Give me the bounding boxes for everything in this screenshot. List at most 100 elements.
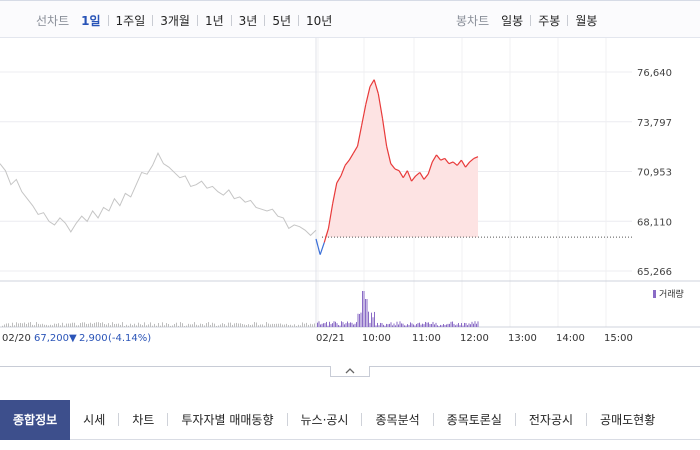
divider (167, 413, 169, 426)
collapse-chart-button[interactable] (330, 366, 370, 377)
volume-bar (284, 324, 285, 327)
divider (586, 413, 588, 426)
volume-bar (371, 312, 372, 327)
period-1w[interactable]: 1주일 (115, 13, 146, 28)
volume-bar (357, 313, 359, 327)
price-fill-area (316, 79, 478, 238)
volume-bar (170, 325, 171, 327)
tab-short-selling[interactable]: 공매도현황 (600, 412, 656, 427)
tab-overview[interactable]: 종합정보 (0, 399, 71, 440)
volume-bar (246, 324, 247, 327)
volume-bar (404, 325, 405, 327)
candle-monthly[interactable]: 월봉 (575, 13, 598, 28)
volume-bar (58, 323, 59, 327)
y-tick-label: 76,640 (637, 68, 672, 79)
volume-bar (320, 324, 321, 327)
volume-bar (114, 323, 115, 327)
volume-bar (292, 325, 293, 327)
volume-bar (474, 321, 476, 327)
volume-bar (314, 323, 315, 327)
volume-bar (294, 324, 295, 327)
volume-bar (306, 322, 307, 327)
volume-bar (70, 323, 71, 327)
period-5y[interactable]: 5년 (272, 13, 292, 28)
today-series-segment (315, 238, 321, 255)
divider (230, 14, 232, 26)
volume-bar (308, 324, 309, 327)
volume-bar (426, 322, 428, 327)
divider (152, 14, 154, 26)
period-3m[interactable]: 3개월 (160, 13, 190, 28)
volume-bar (332, 323, 333, 327)
price-chart[interactable]: 76,640 73,797 70,953 68,110 65,266 거래량 02/21… (0, 38, 700, 350)
volume-bar (270, 324, 271, 327)
candle-weekly[interactable]: 주봉 (538, 13, 561, 28)
volume-bar (160, 325, 161, 327)
volume-bar (134, 323, 135, 327)
volume-bar (362, 291, 363, 327)
volume-bar (80, 323, 81, 327)
volume-bar (174, 323, 175, 327)
today-series-segment (411, 175, 417, 182)
volume-bar (78, 325, 79, 327)
tab-analysis[interactable]: 종목분석 (375, 412, 420, 427)
volume-legend-swatch (653, 290, 656, 298)
volume-bar (461, 323, 462, 327)
volume-bar (242, 324, 243, 327)
volume-bar (222, 323, 223, 327)
volume-bar (52, 325, 53, 327)
volume-bar (383, 324, 384, 327)
volume-bar (84, 322, 85, 327)
volume-bar (414, 325, 416, 327)
volume-bar (280, 323, 281, 327)
volume-bar (226, 325, 227, 327)
volume-bar (204, 325, 205, 327)
volume-bar (300, 325, 301, 327)
y-axis-labels: 76,640 73,797 70,953 68,110 65,266 (637, 68, 672, 278)
volume-bar (440, 324, 441, 327)
volume-bar (462, 325, 464, 327)
volume-bar (420, 324, 422, 327)
divider (298, 14, 300, 26)
volume-bar (98, 322, 99, 327)
chart-grid (0, 38, 632, 327)
volume-bar (296, 325, 297, 327)
today-series-segment (356, 125, 363, 147)
volume-bar (10, 325, 11, 327)
tab-news-disclosure[interactable]: 뉴스·공시 (300, 412, 349, 427)
volume-bar (88, 323, 89, 327)
tab-discussion[interactable]: 종목토론실 (446, 412, 502, 427)
tab-e-disclosure[interactable]: 전자공시 (528, 412, 574, 427)
divider (196, 14, 198, 26)
line-chart-period-group: 선차트 1일 1주일 3개월 1년 3년 5년 10년 (36, 1, 332, 39)
volume-bar (186, 325, 187, 327)
tab-chart[interactable]: 차트 (132, 412, 155, 427)
divider (118, 413, 120, 426)
period-1y[interactable]: 1년 (204, 13, 224, 28)
period-1d[interactable]: 1일 (81, 13, 101, 28)
volume-bar (286, 323, 287, 327)
change-arrow-icon: ▼ (69, 333, 77, 344)
today-series-segment (332, 182, 338, 205)
volume-bar (310, 323, 311, 327)
volume-bar (264, 325, 265, 327)
tab-investor-trading[interactable]: 투자자별 매매동향 (181, 412, 274, 427)
volume-bar (46, 324, 47, 327)
candle-daily[interactable]: 일봉 (501, 13, 524, 28)
volume-bar (90, 322, 91, 327)
period-3y[interactable]: 3년 (238, 13, 258, 28)
volume-bar (86, 323, 87, 327)
volume-bar (335, 321, 336, 327)
stock-info-tabs: 종합정보 시세 차트 투자자별 매매동향 뉴스·공시 종목분석 종목토론실 전자… (0, 399, 700, 440)
volume-legend-label: 거래량 (659, 288, 684, 300)
volume-bar (419, 322, 420, 327)
volume-bar (96, 322, 97, 327)
volume-bar (288, 325, 289, 327)
period-10y[interactable]: 10년 (306, 13, 333, 28)
volume-bar (162, 322, 163, 327)
volume-bar (298, 324, 299, 327)
previous-day-series (0, 152, 317, 237)
volume-bar (458, 323, 459, 327)
divider (567, 14, 569, 26)
tab-quotes[interactable]: 시세 (83, 412, 106, 427)
